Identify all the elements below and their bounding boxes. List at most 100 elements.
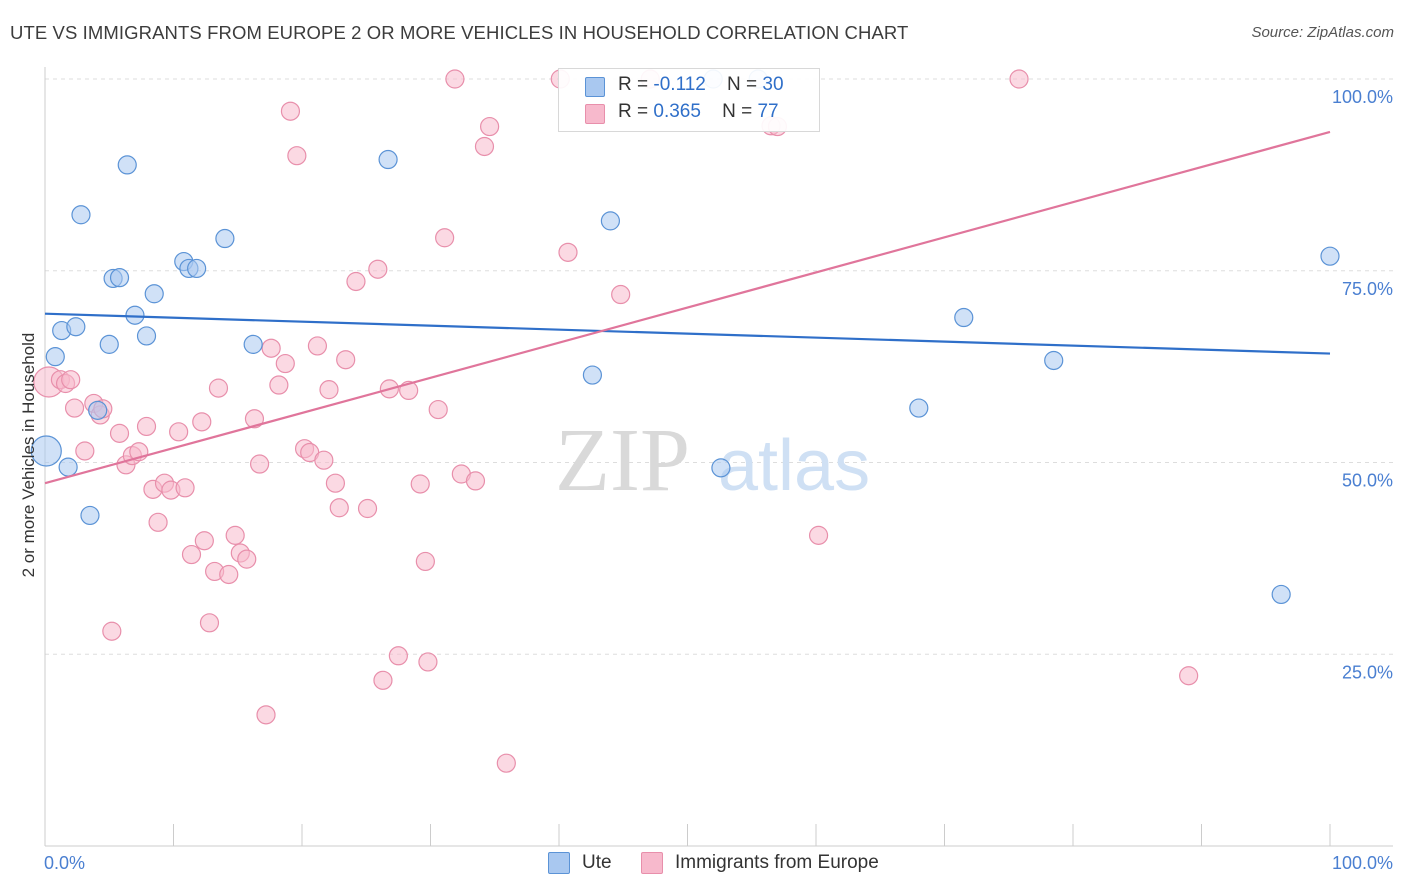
legend-n-label: N = xyxy=(722,101,753,122)
europe-point xyxy=(61,370,81,390)
europe-point xyxy=(275,353,295,374)
ute-point xyxy=(1044,350,1064,371)
legend-r-value-europe: 0.365 xyxy=(653,101,701,122)
ute-point xyxy=(109,268,130,288)
ute-point xyxy=(58,457,78,477)
europe-point xyxy=(435,228,455,248)
europe-point xyxy=(1009,69,1029,89)
ute-point xyxy=(88,400,108,420)
y-axis-label: 2 or more Vehicles in Household xyxy=(19,333,38,578)
ute-point xyxy=(582,365,603,385)
europe-point xyxy=(219,564,239,585)
europe-point xyxy=(148,512,168,532)
legend-n-label: N = xyxy=(726,74,758,95)
europe-point xyxy=(611,284,631,305)
europe-point xyxy=(808,525,829,545)
europe-point xyxy=(307,336,328,356)
y-tick-labels: 100.0% 75.0% 50.0% 25.0% xyxy=(1332,87,1393,682)
europe-point xyxy=(346,271,366,292)
europe-point xyxy=(445,69,465,89)
y-tick-label: 100.0% xyxy=(1332,87,1393,107)
europe-point xyxy=(325,473,346,493)
europe-point xyxy=(465,471,486,491)
ute-point xyxy=(600,211,621,231)
europe-point xyxy=(102,621,122,641)
europe-point xyxy=(256,705,276,725)
europe-point xyxy=(225,525,245,545)
europe-point xyxy=(109,423,130,443)
ute-point xyxy=(30,435,62,467)
legend-n-value-ute: 30 xyxy=(762,74,784,95)
europe-point xyxy=(249,454,270,474)
europe-point xyxy=(280,101,301,121)
europe-point xyxy=(192,412,212,432)
ute-trend-line xyxy=(44,312,1331,355)
europe-point xyxy=(480,116,500,137)
watermark-atlas: atlas xyxy=(718,426,870,506)
source-label: Source: ZipAtlas.com xyxy=(1251,24,1394,41)
ute-point xyxy=(243,334,263,354)
europe-point xyxy=(558,242,578,262)
ute-point xyxy=(954,307,974,328)
bottom-legend-label-ute: Ute xyxy=(582,852,612,873)
europe-point xyxy=(208,378,229,398)
europe-point xyxy=(415,551,435,572)
ute-point xyxy=(66,317,86,337)
y-tick-label: 75.0% xyxy=(1342,279,1393,299)
legend-swatch-ute xyxy=(585,77,605,97)
europe-point xyxy=(269,375,289,395)
chart-title: UTE VS IMMIGRANTS FROM EUROPE 2 OR MORE … xyxy=(10,22,909,43)
ute-point xyxy=(45,347,65,367)
ute-point xyxy=(80,505,100,526)
ute-point xyxy=(215,228,235,249)
x-tick-label-left: 0.0% xyxy=(44,853,85,873)
europe-point xyxy=(314,450,334,470)
ute-point xyxy=(1320,246,1340,266)
europe-point xyxy=(336,350,356,370)
ute-point xyxy=(71,205,91,225)
ute-points xyxy=(30,69,1340,605)
europe-point xyxy=(237,549,257,569)
europe-point xyxy=(373,670,393,690)
europe-point xyxy=(474,136,495,157)
europe-point xyxy=(287,146,307,166)
europe-point xyxy=(169,422,189,442)
europe-point xyxy=(75,441,95,461)
legend: R = -0.112 N = 30 R = 0.365 N = 77 xyxy=(558,68,820,132)
ute-point xyxy=(711,458,731,478)
europe-point xyxy=(181,544,202,565)
europe-point xyxy=(357,498,378,519)
europe-trend-line xyxy=(44,130,1331,485)
bottom-legend-swatch-europe xyxy=(641,852,663,874)
watermark-zip: ZIP xyxy=(555,411,690,510)
legend-n-value-europe: 77 xyxy=(757,101,779,122)
europe-point xyxy=(496,753,516,773)
europe-point xyxy=(428,399,448,420)
ute-point xyxy=(144,284,164,304)
ute-point xyxy=(909,398,929,418)
ute-point xyxy=(136,326,157,346)
y-tick-label: 50.0% xyxy=(1342,471,1393,491)
europe-point xyxy=(410,474,430,494)
trend-lines xyxy=(44,130,1331,485)
europe-point xyxy=(368,259,388,279)
europe-point xyxy=(244,409,265,429)
watermark: ZIP atlas xyxy=(555,411,870,510)
y-tick-label: 25.0% xyxy=(1342,662,1393,682)
bottom-legend-swatch-ute xyxy=(548,852,570,874)
europe-point xyxy=(261,338,281,358)
europe-point xyxy=(388,646,408,666)
legend-r-label: R = xyxy=(618,74,649,95)
europe-point xyxy=(329,498,349,518)
ute-point xyxy=(187,258,207,279)
ute-point xyxy=(1271,584,1291,605)
europe-point xyxy=(199,613,220,633)
x-tick-label-right: 100.0% xyxy=(1332,853,1393,873)
europe-point xyxy=(418,652,438,672)
ute-point xyxy=(99,334,119,354)
ute-point xyxy=(378,149,398,170)
legend-r-value-ute: -0.112 xyxy=(653,74,706,95)
legend-r-label: R = xyxy=(618,101,649,122)
bottom-legend-label-europe: Immigrants from Europe xyxy=(675,852,879,873)
